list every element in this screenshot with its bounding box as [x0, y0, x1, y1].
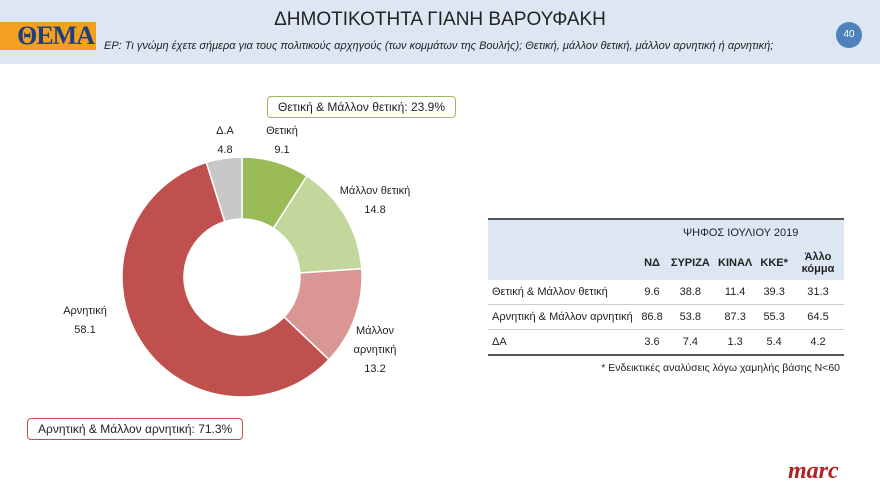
col-header: ΣΥΡΙΖΑ	[670, 257, 710, 269]
positive-total-box: Θετική & Μάλλον θετική: 23.9%	[267, 96, 456, 118]
marc-logo: marc	[788, 458, 839, 484]
logo-thema: ΘΕΜΑ	[0, 22, 96, 50]
table-row: Θετική & Μάλλον θετική 9.6 38.8 11.4 39.3 31.…	[488, 280, 844, 305]
col-header: ΚΙΝΑΛ	[718, 257, 753, 269]
page-title: ΔΗΜΟΤΙΚΟΤΗΤΑ ΓΙΑΝΗ ΒΑΡΟΥΦΑΚΗ	[274, 9, 606, 30]
donut-slice-3	[121, 161, 331, 398]
label-negative: Αρνητική 58.1	[63, 305, 107, 336]
label-rather-positive: Μάλλον θετική 14.8	[339, 185, 411, 216]
table-note: * Ενδεικτικές αναλύσεις λόγω χαμηλής βάσ…	[601, 362, 840, 374]
label-dk: Δ.Α 4.8	[216, 125, 234, 156]
table-row: Αρνητική & Μάλλον αρνητική 86.8 53.8 87.3 55…	[488, 304, 844, 330]
vote-breakdown-table: ΨΗΦΟΣ ΙΟΥΛΙΟΥ 2019 ΝΔ ΣΥΡΙΖΑ ΚΙΝΑΛ ΚΚΕ* …	[488, 218, 844, 356]
col-header: ΚΚΕ*	[760, 257, 788, 269]
group-header: ΨΗΦΟΣ ΙΟΥΛΙΟΥ 2019	[637, 218, 844, 246]
page-number-badge: 40	[836, 22, 862, 48]
col-header: Άλλο κόμμα	[801, 251, 835, 275]
donut-slice-4	[205, 156, 243, 223]
label-rather-negative: Μάλλον αρνητική 13.2	[353, 325, 397, 375]
survey-question: ΕΡ: Τι γνώμη έχετε σήμερα για τους πολιτ…	[104, 40, 774, 52]
negative-total-box: Αρνητική & Μάλλον αρνητική: 71.3%	[27, 418, 244, 440]
table-row: ΔΑ 3.6 7.4 1.3 5.4 4.2	[488, 329, 844, 356]
header-bar	[0, 0, 880, 64]
col-header: ΝΔ	[644, 257, 660, 269]
label-positive: Θετική 9.1	[266, 125, 298, 156]
